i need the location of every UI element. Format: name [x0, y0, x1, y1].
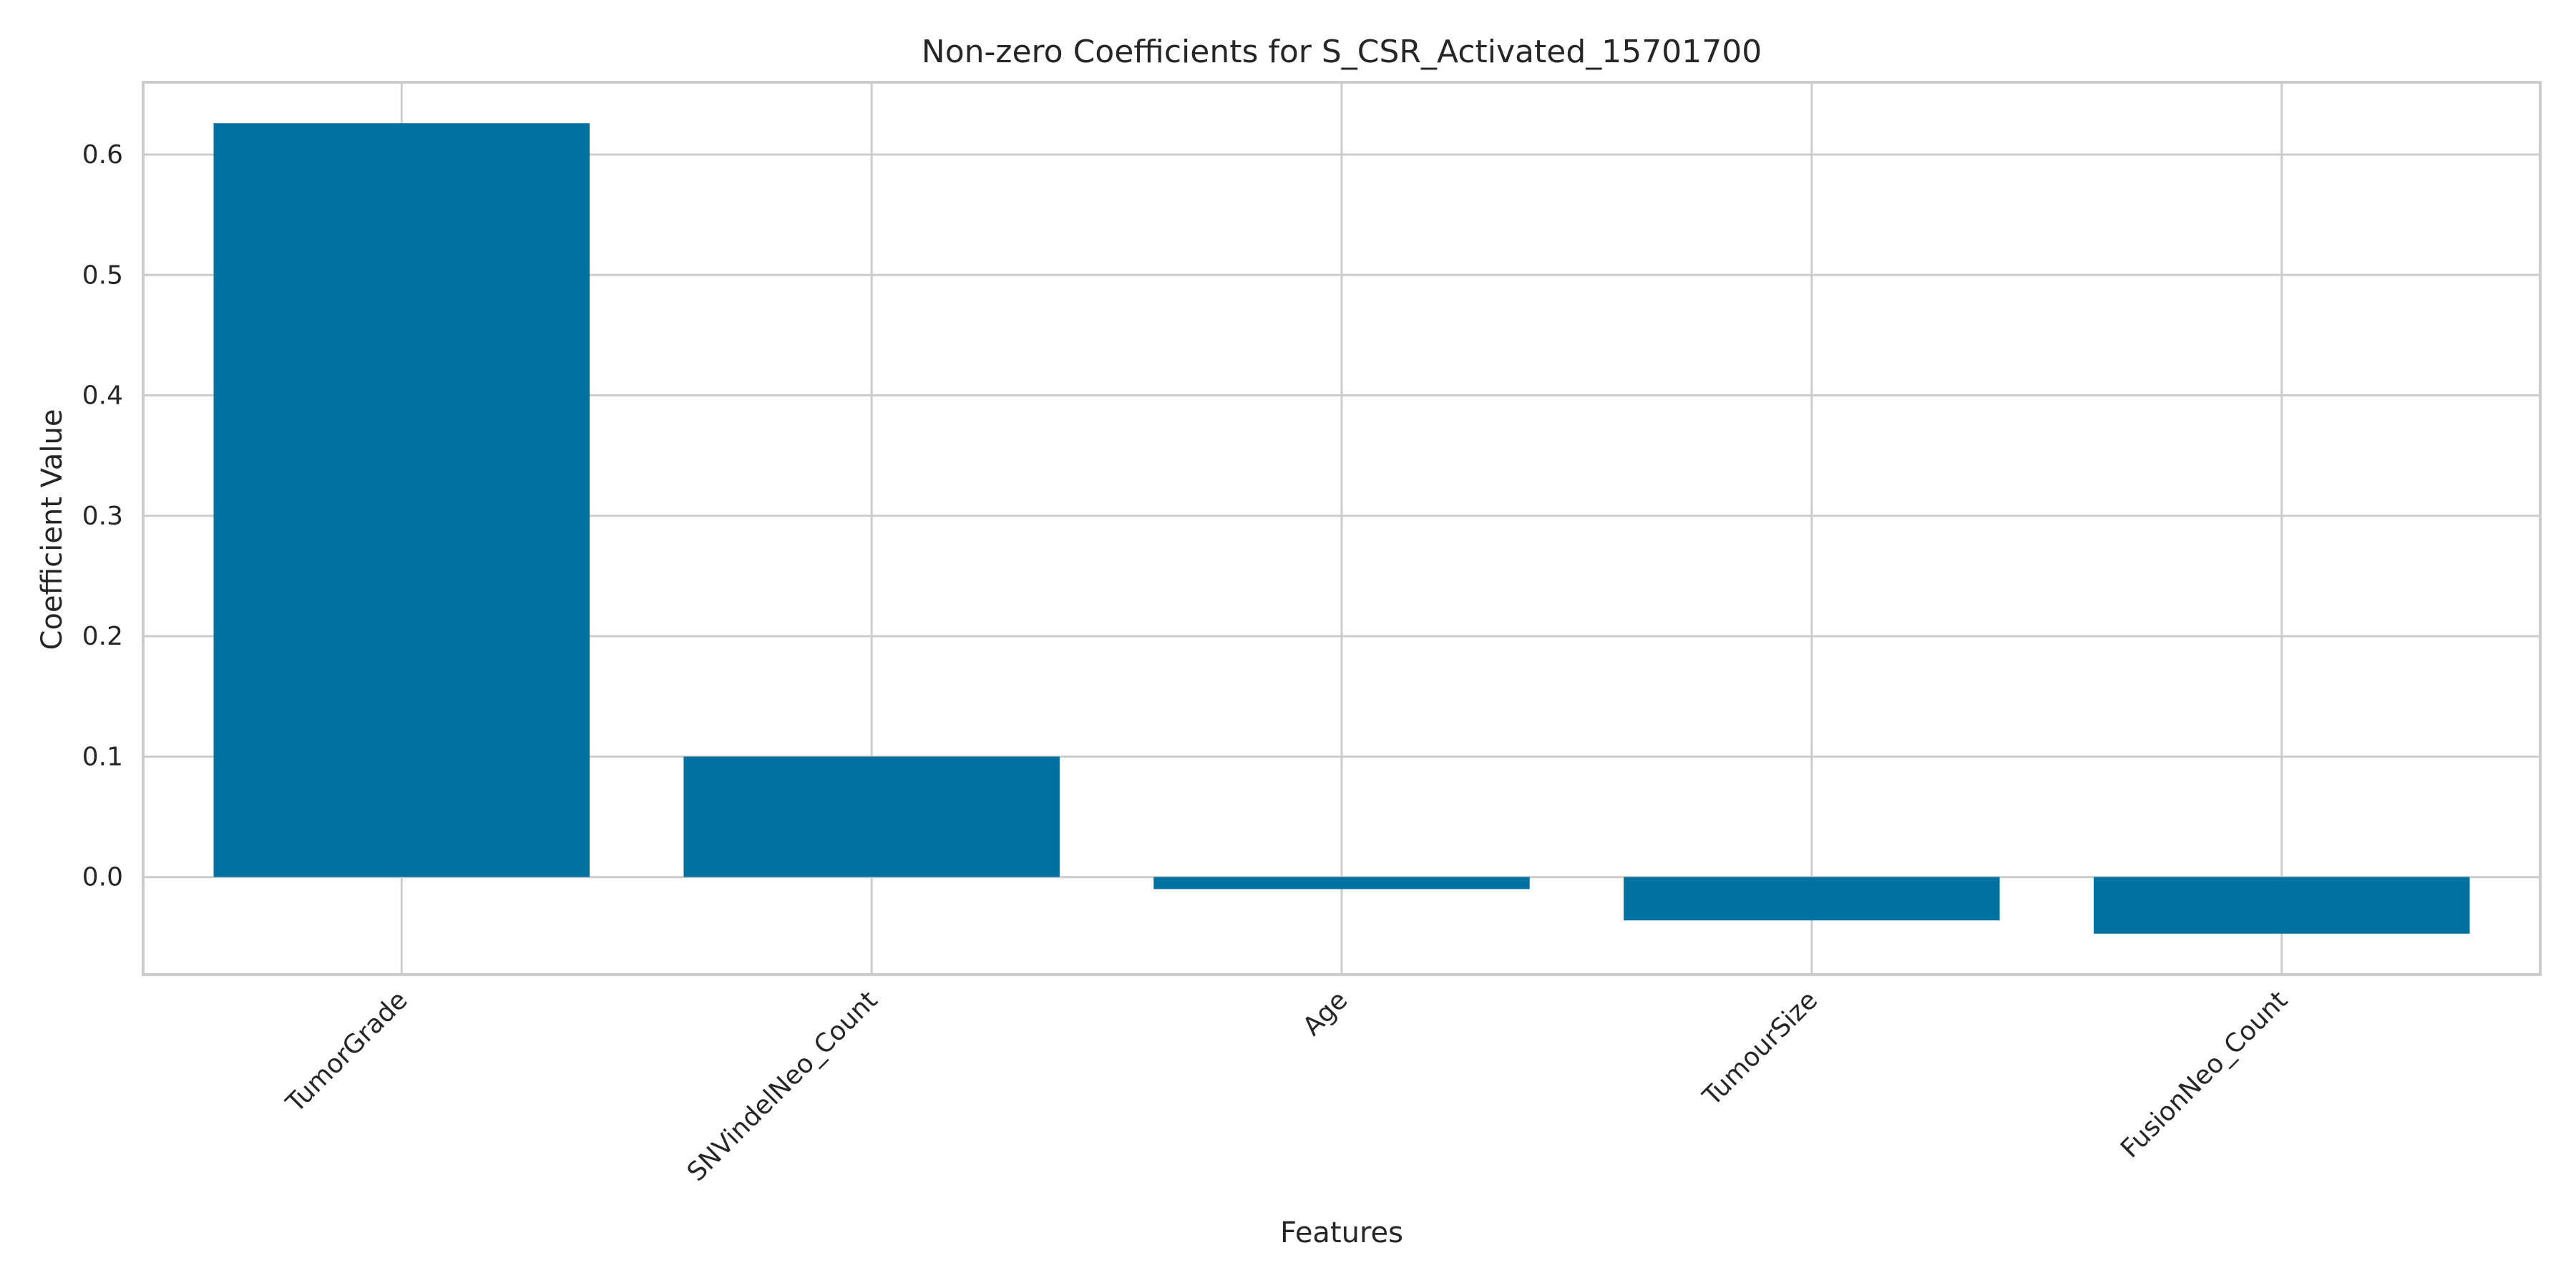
bar-tumoursize	[1624, 877, 2000, 921]
axes-frame	[142, 81, 2542, 976]
x-tick-label: SNVindelNeo_Count	[682, 985, 884, 1187]
y-tick-label: 0.2	[82, 622, 123, 651]
bar-age	[1153, 877, 1530, 889]
y-tick-label: 0.1	[82, 742, 123, 771]
y-tick-label: 0.6	[82, 140, 123, 170]
y-axis-label: Coefficient Value	[36, 409, 69, 650]
x-tick-label: Age	[1297, 985, 1353, 1041]
x-tick-labels: TumorGrade SNVindelNeo_Count Age TumourSize…	[280, 985, 2293, 1187]
y-tick-label: 0.4	[82, 381, 123, 411]
chart-title: Non-zero Coefficients for S_CSR_Activate…	[922, 34, 1762, 70]
y-tick-labels: 0.0 0.1 0.2 0.3 0.4 0.5 0.6	[82, 140, 123, 892]
y-tick-label: 0.5	[82, 260, 123, 290]
x-tick-label: FusionNeo_Count	[2115, 985, 2293, 1163]
bar-tumorgrade	[213, 123, 590, 877]
bars	[213, 123, 2470, 934]
x-tick-label: TumourSize	[1697, 985, 1823, 1112]
x-axis-label: Features	[1280, 1216, 1403, 1249]
y-tick-label: 0.3	[82, 502, 123, 531]
bar-fusionneo-count	[2093, 877, 2470, 934]
x-tick-label: TumorGrade	[280, 985, 414, 1118]
bar-snvindelneo-count	[683, 756, 1060, 877]
y-tick-label: 0.0	[82, 863, 123, 892]
